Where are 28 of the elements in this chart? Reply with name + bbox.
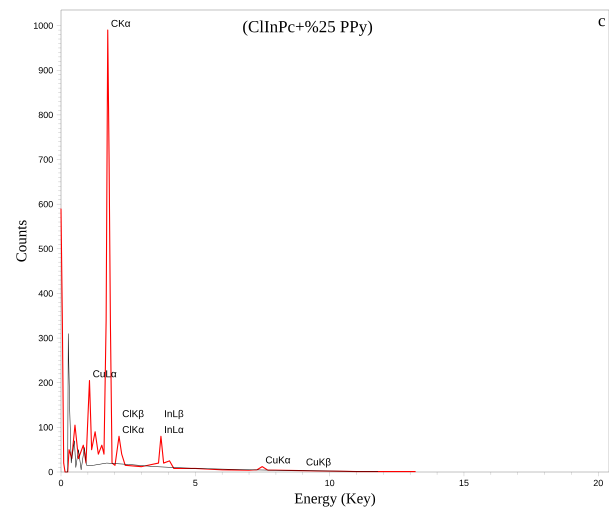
y-tick-label: 0: [48, 468, 53, 476]
annotation: CKα: [111, 20, 130, 27]
annotation: CuKα: [266, 456, 290, 464]
y-tick-label: 700: [38, 156, 53, 163]
annotation: c: [598, 18, 605, 26]
annotation: InLβ: [165, 410, 184, 420]
x-axis-title: Energy (Key): [294, 492, 376, 507]
y-tick-label: 600: [38, 200, 53, 208]
text: (ClInPc+%25 PPy): [243, 20, 372, 36]
annotation: InLα: [165, 426, 184, 434]
annotation: ClKα: [122, 426, 144, 434]
annotation: CuKβ: [306, 458, 331, 468]
x-tick-label: 5: [193, 480, 198, 486]
y-tick-label: 1000: [34, 22, 53, 29]
x-tick-label: 0: [58, 480, 64, 486]
y-tick-label: 500: [38, 246, 53, 252]
y-tick-label: 800: [38, 112, 53, 118]
x-tick-label: 10: [325, 480, 334, 486]
y-tick-label: 900: [38, 67, 53, 74]
x-tick-label: 20: [594, 480, 603, 486]
y-tick-label: 400: [38, 290, 53, 297]
y-tick-label: 100: [38, 424, 53, 431]
y-tick-label: 200: [38, 380, 53, 386]
annotation: ClKβ: [122, 410, 144, 420]
y-tick-label: 300: [38, 334, 53, 342]
line-series: [64, 333, 378, 472]
y-axis-title: Counts: [16, 220, 26, 262]
x-tick-label: 15: [460, 480, 469, 486]
